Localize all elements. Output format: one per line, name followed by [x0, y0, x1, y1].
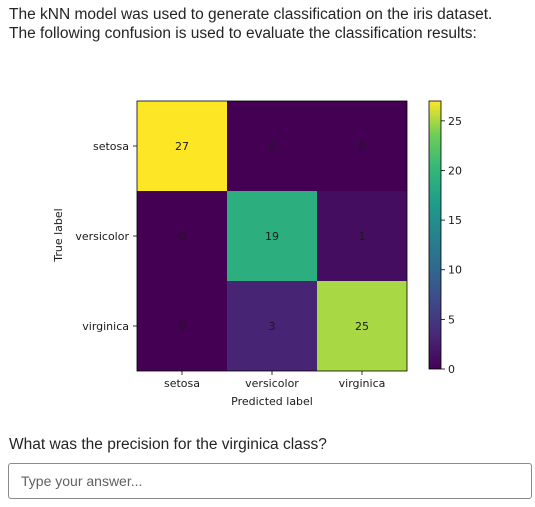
colorbar-tick-label: 15: [448, 214, 462, 227]
cell-versicolor-virginica: [317, 191, 407, 281]
cell-versicolor-versicolor: [227, 191, 317, 281]
question-line-2: The following confusion is used to evalu…: [9, 25, 477, 42]
x-tick-label-virginica: virginica: [339, 377, 386, 390]
cell-versicolor-setosa: [137, 191, 227, 281]
colorbar-tick-label: 25: [448, 115, 462, 128]
confusion-matrix-chart: 27 0 00 19 10 3 25 setosa versicolor virginica s…: [52, 100, 462, 408]
y-tick-label-versicolor: versicolor: [75, 230, 129, 243]
x-tick-label-setosa: setosa: [164, 377, 200, 390]
cell-virginica-virginica: [317, 281, 407, 371]
x-axis-label: Predicted label: [231, 395, 313, 408]
cell-value-setosa-setosa: 27: [175, 140, 189, 153]
y-tick-label-setosa: setosa: [93, 140, 129, 153]
cell-value-versicolor-versicolor: 19: [265, 230, 279, 243]
question-line-1: The kNN model was used to generate class…: [9, 6, 493, 23]
colorbar: [428, 100, 442, 370]
cell-value-setosa-versicolor: 0: [269, 140, 276, 153]
cell-setosa-setosa: [137, 101, 227, 191]
colorbar-tick-label: 0: [448, 363, 455, 376]
answer-input[interactable]: [8, 463, 532, 499]
colorbar-tick-label: 5: [448, 313, 455, 326]
colorbar-tick-label: 10: [448, 264, 462, 277]
y-axis-label: True label: [52, 208, 65, 262]
cell-value-versicolor-virginica: 1: [359, 230, 366, 243]
cell-value-virginica-virginica: 25: [355, 320, 369, 333]
y-tick-label-virginica: virginica: [82, 320, 129, 333]
question-text: The kNN model was used to generate class…: [9, 5, 529, 43]
x-tick-label-versicolor: versicolor: [245, 377, 299, 390]
question-prompt: What was the precision for the virginica…: [9, 436, 327, 453]
cell-virginica-setosa: [137, 281, 227, 371]
cell-setosa-versicolor: [227, 101, 317, 191]
cell-value-virginica-setosa: 0: [179, 320, 186, 333]
colorbar-tick-label: 20: [448, 164, 462, 177]
cell-value-virginica-versicolor: 3: [269, 320, 276, 333]
cell-setosa-virginica: [317, 101, 407, 191]
cell-value-versicolor-setosa: 0: [179, 230, 186, 243]
cell-virginica-versicolor: [227, 281, 317, 371]
cell-value-setosa-virginica: 0: [359, 140, 366, 153]
